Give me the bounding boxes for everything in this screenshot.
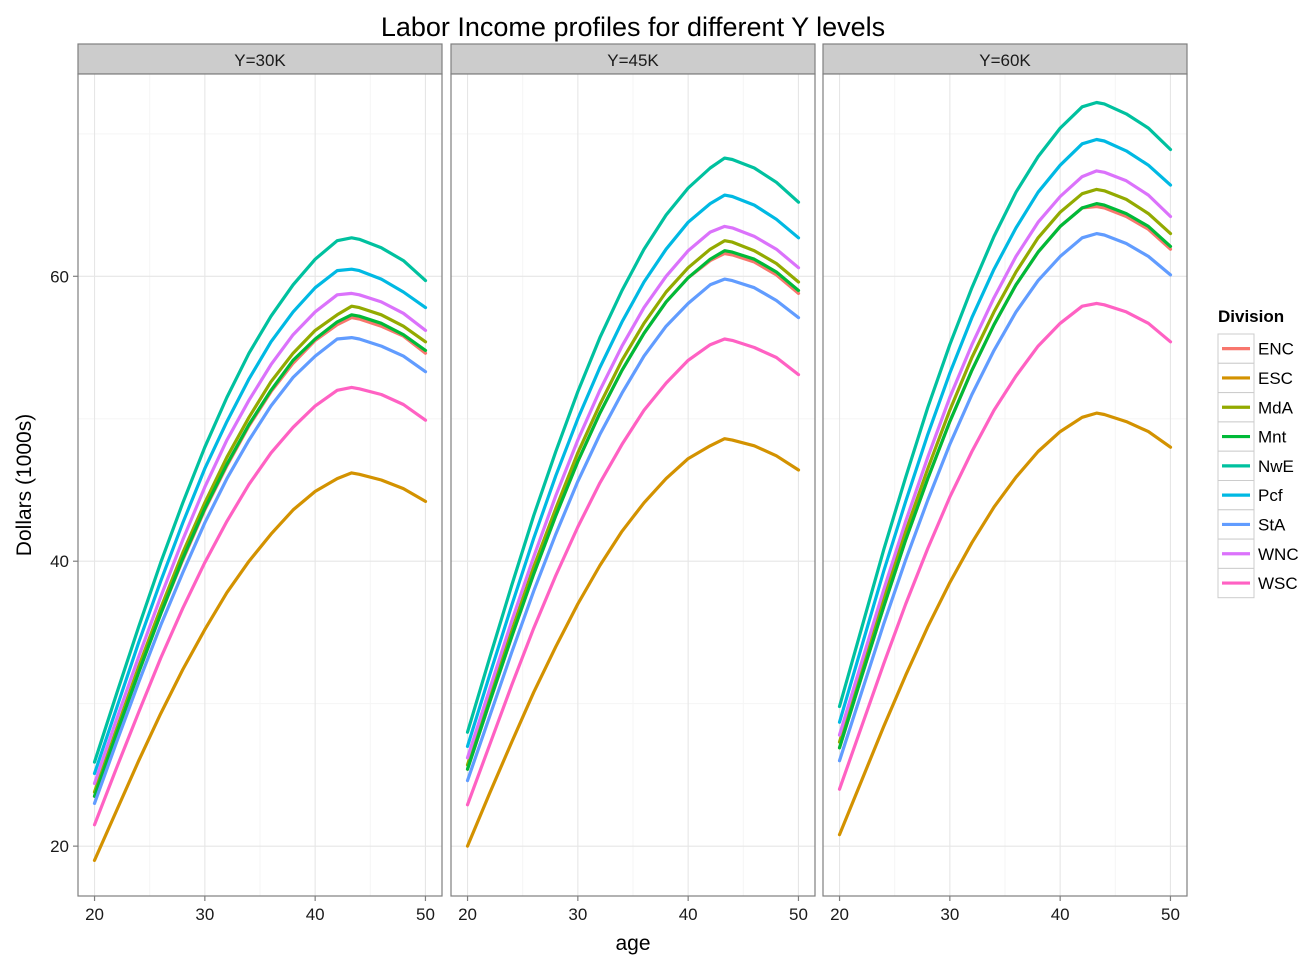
series-line-pcf [465,193,801,749]
legend-label-sta: StA [1258,515,1286,534]
legend-label-wnc: WNC [1258,545,1299,564]
x-tick-label: 40 [1051,905,1070,924]
facet-strip-label: Y=60K [979,51,1031,70]
y-axis-title: Dollars (1000s) [13,414,36,556]
legend-label-esc: ESC [1258,369,1293,388]
series-line-mda [92,304,428,794]
legend-label-wsc: WSC [1258,574,1298,593]
series-line-esc [837,411,1173,837]
series-line-mda [465,239,801,767]
series-line-nwe [465,156,801,734]
panel-border [77,73,443,897]
series-line-wnc [92,291,428,786]
x-tick-label: 30 [195,905,214,924]
y-axis: 20 40 60 [50,267,78,856]
facet-strip [822,43,1188,75]
x-tick-label: 50 [1161,905,1180,924]
x-tick-label: 30 [568,905,587,924]
facet-strip-label: Y=30K [234,51,286,70]
panel-border [450,73,816,897]
series-line-esc [92,471,428,863]
panel: Y=60K 20 30 40 50 [822,43,1188,924]
panel: Y=45K 20 30 40 50 [450,43,816,924]
series-line-wnc [465,224,801,760]
series-line-nwe [837,100,1173,709]
facet-strip [450,43,816,75]
legend-label-nwe: NwE [1258,457,1294,476]
legend-label-mda: MdA [1258,398,1294,417]
series-line-mnt [837,202,1173,750]
x-axis-title: age [615,932,650,955]
x-tick-label: 50 [789,905,808,924]
y-tick-label: 20 [50,837,69,856]
series-line-wsc [92,385,428,827]
series-line-wnc [837,169,1173,737]
facet-strip [77,43,443,75]
series-line-sta [465,277,801,783]
facet-strip-label: Y=45K [607,51,659,70]
y-tick-label: 60 [50,267,69,286]
x-tick-label: 30 [940,905,959,924]
chart-title: Labor Income profiles for different Y le… [381,12,885,42]
panel: Y=30K 20 30 40 50 [77,43,443,924]
series-line-mnt [465,249,801,771]
series-line-sta [92,336,428,806]
series-line-sta [837,232,1173,763]
x-tick-label: 40 [679,905,698,924]
facet-panels: Y=30K 20 30 40 50 Y=45K 20 30 40 50 Y=60K 20 30 40 50 2… [50,43,1188,924]
series-line-nwe [92,236,428,764]
x-tick-label: 50 [416,905,435,924]
legend: Division ENC ESC MdA Mnt NwE Pcf StA WNC WSC [1217,307,1299,599]
series-line-mda [837,187,1173,744]
series-line-esc [465,437,801,848]
legend-label-mnt: Mnt [1258,428,1287,447]
y-tick-label: 40 [50,552,69,571]
series-line-wsc [837,301,1173,791]
legend-label-pcf: Pcf [1258,486,1283,505]
panel-border [822,73,1188,897]
x-tick-label: 20 [458,905,477,924]
legend-label-enc: ENC [1258,340,1294,359]
series-line-pcf [92,267,428,776]
series-line-mnt [92,313,428,798]
series-line-pcf [837,137,1173,724]
series-line-wsc [465,337,801,807]
legend-title: Division [1218,307,1284,326]
x-tick-label: 20 [830,905,849,924]
x-tick-label: 20 [85,905,104,924]
x-tick-label: 40 [306,905,325,924]
